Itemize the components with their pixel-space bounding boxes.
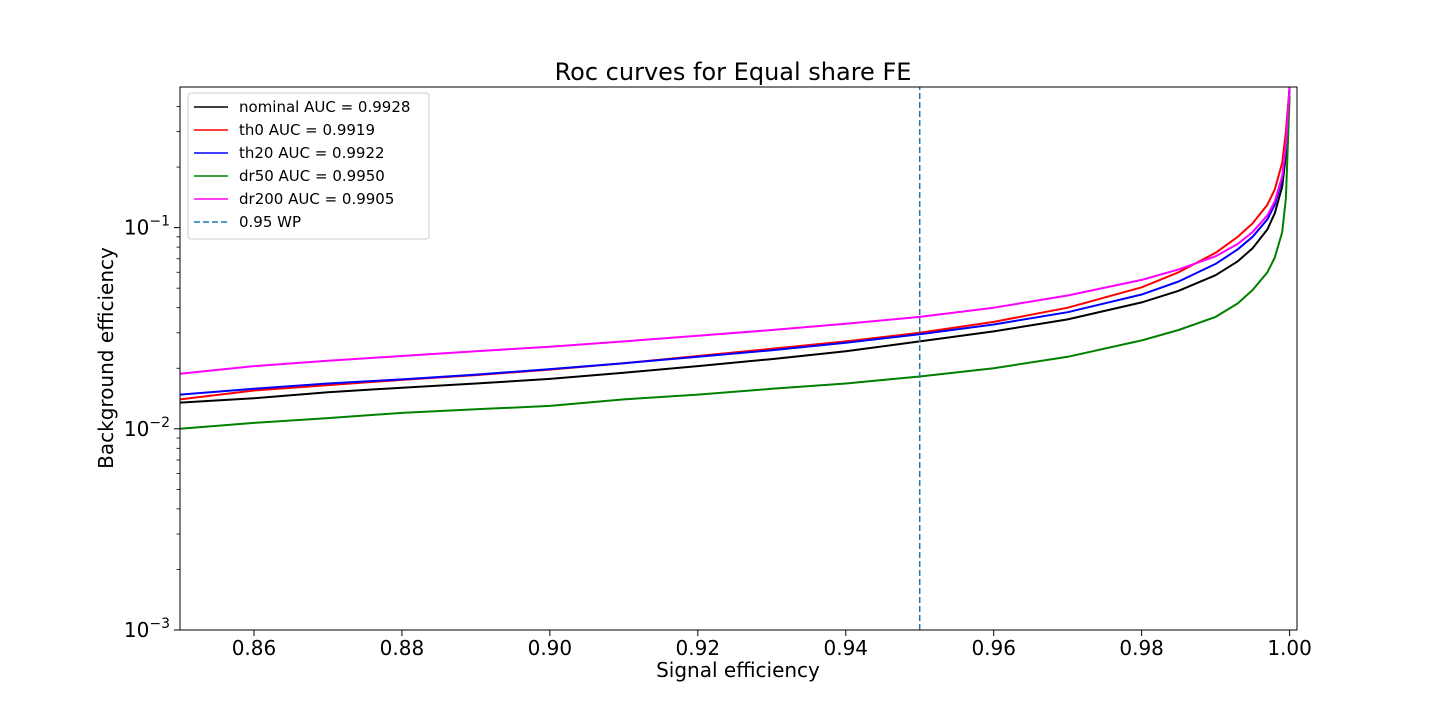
x-axis: 0.86 0.88 0.90 0.92 0.94 0.96 0.98 1.00 [232,630,1312,660]
y-axis-label: Background efficiency [94,247,118,469]
x-tick-label-4: 0.94 [823,636,868,660]
x-tick-label-7: 1.00 [1267,636,1312,660]
legend-box [187,92,430,240]
y-tick-label-0: 10−3 [124,616,170,642]
plot-area [179,86,1298,631]
legend-label-1: th0 AUC = 0.9919 [239,121,375,139]
legend-label-2: th20 AUC = 0.9922 [239,144,385,162]
x-tick-label-0: 0.86 [232,636,277,660]
x-tick-label-1: 0.88 [380,636,425,660]
plot-frame [179,86,1298,631]
legend-label-5: 0.95 WP [239,213,301,231]
chart-title: Roc curves for Equal share FE [555,58,912,86]
legend: nominal AUC = 0.9928 th0 AUC = 0.9919 th20… [187,92,430,240]
legend-label-3: dr50 AUC = 0.9950 [239,167,385,185]
y-tick-label-1: 10−2 [124,415,170,441]
series-line-0 [180,87,1291,404]
legend-label-0: nominal AUC = 0.9928 [239,98,410,116]
x-tick-label-3: 0.92 [676,636,721,660]
x-axis-label: Signal efficiency [656,658,820,682]
y-axis: 10−3 10−2 10−1 [124,106,180,642]
series-layer [180,87,1291,630]
x-tick-label-2: 0.90 [528,636,573,660]
y-tick-label-2: 10−1 [124,214,170,240]
x-tick-label-5: 0.96 [971,636,1016,660]
series-line-4 [180,87,1291,375]
series-line-3 [180,96,1291,430]
legend-label-4: dr200 AUC = 0.9905 [239,190,394,208]
series-line-2 [180,87,1291,396]
x-tick-label-6: 0.98 [1119,636,1164,660]
